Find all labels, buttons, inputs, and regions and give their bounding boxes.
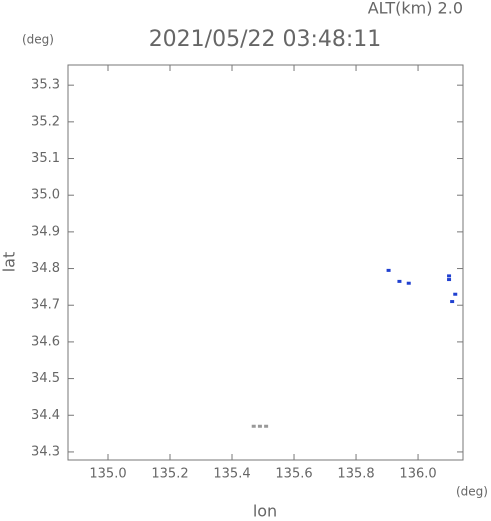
point (386, 268, 391, 272)
x-tick-label: 135.0 (89, 467, 126, 482)
y-tick-label: 34.9 (31, 224, 60, 239)
y-tick-label: 34.3 (31, 444, 60, 459)
point (406, 281, 411, 285)
x-tick-label: 135.4 (213, 467, 250, 482)
point (251, 424, 256, 428)
y-tick-label: 35.0 (31, 188, 60, 203)
point (257, 424, 262, 428)
point (264, 424, 269, 428)
y-axis-label: lat (0, 252, 19, 273)
point (447, 274, 452, 278)
plot-frame (67, 64, 464, 461)
altitude-label: ALT(km) 2.0 (368, 0, 463, 18)
point (397, 279, 402, 283)
x-tick-label: 135.6 (275, 467, 312, 482)
y-tick-label: 35.1 (31, 151, 60, 166)
x-axis-label: lon (253, 502, 277, 521)
x-tick-label: 136.0 (399, 467, 436, 482)
y-unit: (deg) (22, 33, 54, 47)
point (453, 292, 458, 296)
y-tick-label: 34.4 (31, 408, 60, 423)
y-tick-label: 35.2 (31, 114, 60, 129)
x-tick-label: 135.2 (151, 467, 188, 482)
y-tick-label: 34.7 (31, 298, 60, 313)
chart-title: 2021/05/22 03:48:11 (149, 27, 382, 52)
y-tick-label: 34.8 (31, 261, 60, 276)
point (447, 278, 452, 282)
y-tick-label: 35.3 (31, 78, 60, 93)
y-tick-label: 34.6 (31, 334, 60, 349)
x-unit: (deg) (456, 485, 488, 499)
y-tick-label: 34.5 (31, 371, 60, 386)
point (450, 300, 455, 304)
x-tick-label: 135.8 (337, 467, 374, 482)
